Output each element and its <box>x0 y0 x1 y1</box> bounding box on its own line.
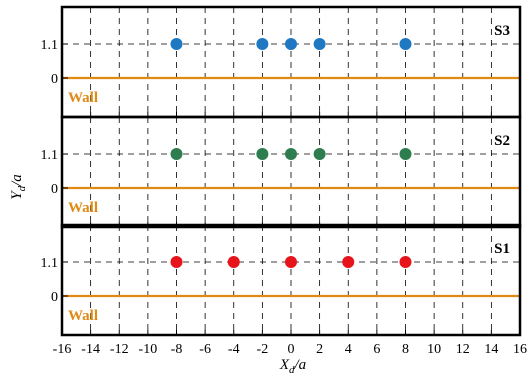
x-tick-label: 2 <box>316 342 323 357</box>
y-tick-label: 0 <box>51 72 58 87</box>
x-axis-label: Xd/a <box>279 357 306 376</box>
panel-label: S3 <box>494 23 510 39</box>
data-point <box>285 38 297 50</box>
y-tick-label: 1.1 <box>41 148 59 163</box>
panels-group: Wall 1.1 0 S3 Wall 1.1 0 S2 Wall 1.1 0 S1 <box>41 5 522 337</box>
data-point <box>227 256 240 268</box>
y-tick-label: 1.1 <box>41 38 59 53</box>
x-tick-label: -6 <box>199 342 211 357</box>
panel-s3: Wall 1.1 0 S3 <box>41 5 522 119</box>
wall-label: Wall <box>68 200 98 216</box>
data-point <box>170 38 183 50</box>
data-point <box>285 256 297 268</box>
x-tick-label: -8 <box>171 342 183 357</box>
data-point <box>256 38 269 50</box>
data-point <box>313 38 326 50</box>
x-axis: -16 -14 -12 -10 -8 -6 -4 -2 0 2 4 6 8 10 12 14 16 <box>53 342 527 357</box>
panel-label: S1 <box>494 241 510 257</box>
wall-label: Wall <box>68 308 98 324</box>
x-tick-label: -14 <box>81 342 100 357</box>
wall-label: Wall <box>68 90 98 106</box>
x-tick-label: -12 <box>110 342 129 357</box>
y-tick-label: 0 <box>51 290 58 305</box>
data-point <box>399 256 412 268</box>
data-point <box>256 148 269 160</box>
x-tick-label: 14 <box>484 342 498 357</box>
x-tick-label: -2 <box>257 342 269 357</box>
data-point <box>399 38 412 50</box>
x-tick-label: -16 <box>53 342 72 357</box>
x-tick-label: 16 <box>513 342 527 357</box>
y-axis-label-main: Y <box>9 190 25 200</box>
data-point <box>170 148 183 160</box>
y-axis-label-tail: /a <box>9 174 25 187</box>
panel-s2: Wall 1.1 0 S2 <box>41 115 522 229</box>
x-tick-label: -10 <box>139 342 158 357</box>
data-point <box>313 148 326 160</box>
x-axis-label-tail: /a <box>294 357 307 373</box>
x-tick-label: 12 <box>456 342 470 357</box>
data-point <box>399 148 412 160</box>
data-point <box>170 256 183 268</box>
data-point <box>285 148 297 160</box>
y-tick-label: 0 <box>51 182 58 197</box>
panel-s1: Wall 1.1 0 S1 <box>41 223 522 337</box>
data-point <box>342 256 355 268</box>
x-axis-label-sub: d <box>289 364 295 376</box>
x-tick-label: 10 <box>427 342 441 357</box>
x-axis-label-main: X <box>279 357 290 373</box>
x-tick-label: -4 <box>228 342 240 357</box>
y-axis-label: Yd/a <box>9 174 28 200</box>
y-axis-label-sub: d <box>16 185 28 191</box>
x-tick-label: 6 <box>373 342 380 357</box>
x-tick-label: 0 <box>288 342 295 357</box>
x-tick-label: 8 <box>402 342 409 357</box>
y-tick-label: 1.1 <box>41 256 59 271</box>
x-tick-label: 4 <box>345 342 352 357</box>
panel-frame <box>60 223 522 337</box>
panel-label: S2 <box>494 133 510 149</box>
